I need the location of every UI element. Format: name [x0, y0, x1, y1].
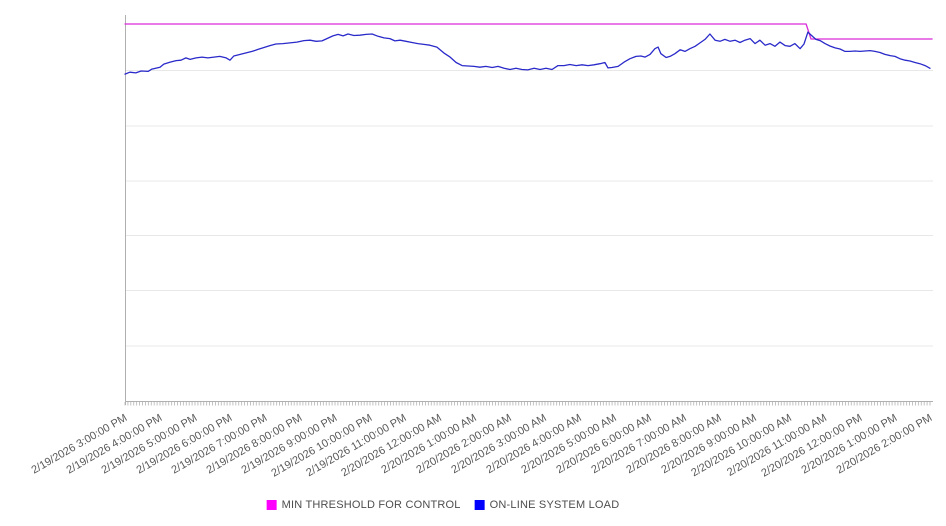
- legend-label-min-threshold: MIN THRESHOLD FOR CONTROL: [281, 499, 461, 511]
- threshold-line: [124, 23, 933, 40]
- chart-legend: MIN THRESHOLD FOR CONTROL ON-LINE SYSTEM…: [266, 499, 620, 511]
- load-line: [124, 31, 931, 75]
- load-legend-swatch-icon: [474, 500, 485, 510]
- legend-item-system-load[interactable]: ON-LINE SYSTEM LOAD: [474, 499, 620, 511]
- threshold-legend-swatch-icon: [266, 500, 277, 510]
- legend-item-min-threshold[interactable]: MIN THRESHOLD FOR CONTROL: [266, 499, 461, 511]
- legend-label-system-load: ON-LINE SYSTEM LOAD: [489, 499, 620, 511]
